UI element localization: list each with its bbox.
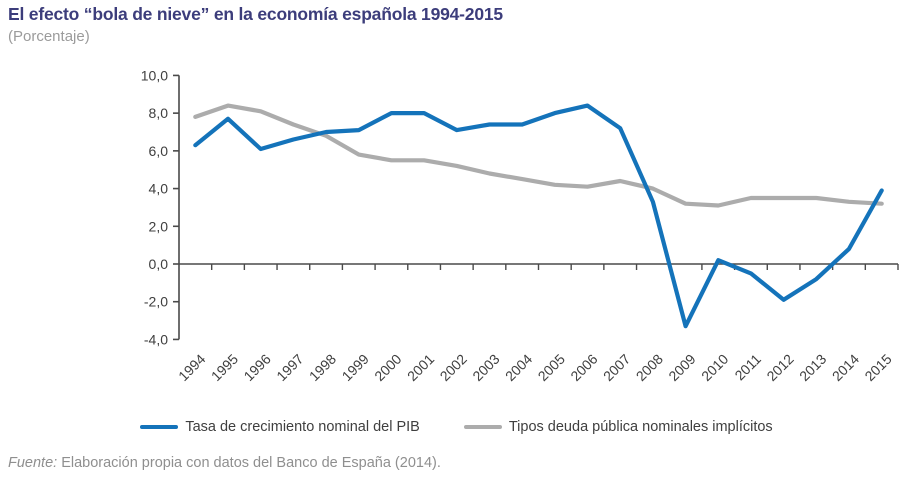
y-tick-label: 6,0 xyxy=(149,143,169,159)
x-tick-label: 2005 xyxy=(535,351,568,384)
x-tick-label: 1999 xyxy=(339,351,372,384)
source-prefix: Fuente: xyxy=(8,455,58,471)
x-tick-label: 2012 xyxy=(763,351,796,384)
y-tick-label: -4,0 xyxy=(144,331,168,347)
x-tick-label: 2006 xyxy=(567,351,600,384)
source-text: Elaboración propia con datos del Banco d… xyxy=(57,455,441,471)
x-tick-label: 1995 xyxy=(208,351,241,384)
y-tick-label: 8,0 xyxy=(149,105,169,121)
x-tick-label: 2015 xyxy=(861,351,894,384)
x-tick-label: 2001 xyxy=(404,351,437,384)
x-tick-label: 2011 xyxy=(731,351,764,384)
x-tick-label: 1998 xyxy=(306,351,339,384)
chart-legend: Tasa de crecimiento nominal del PIB Tipo… xyxy=(0,419,913,435)
x-tick-label: 2008 xyxy=(633,351,666,384)
x-tick-label: 2002 xyxy=(437,351,470,384)
series-line-0 xyxy=(193,103,884,329)
legend-label-tipos: Tipos deuda pública nominales implícitos xyxy=(508,419,773,435)
page-title: El efecto “bola de nieve” en la economía… xyxy=(8,4,503,24)
y-tick-label: 4,0 xyxy=(149,181,169,197)
x-tick-label: 1994 xyxy=(175,351,208,384)
x-tick-label: 2000 xyxy=(371,351,404,384)
x-tick-label: 2003 xyxy=(469,351,502,384)
x-tick-label: 2009 xyxy=(665,351,698,384)
y-tick-label: -2,0 xyxy=(144,294,168,310)
x-tick-label: 2014 xyxy=(829,351,862,384)
x-tick-label: 2007 xyxy=(600,351,633,384)
chart-subtitle: (Porcentaje) xyxy=(8,28,90,45)
legend-item-tipos: Tipos deuda pública nominales implícitos xyxy=(463,419,773,435)
legend-label-pib: Tasa de crecimiento nominal del PIB xyxy=(185,419,420,435)
x-tick-label: 2013 xyxy=(796,351,829,384)
x-tick-label: 2004 xyxy=(502,351,535,384)
legend-line-swatch-gray-icon xyxy=(463,425,502,429)
x-tick-label: 2010 xyxy=(698,351,731,384)
x-tick-label: 1996 xyxy=(240,351,273,384)
source-note: Fuente: Elaboración propia con datos del… xyxy=(8,455,441,471)
y-tick-label: 10,0 xyxy=(141,67,168,83)
legend-line-swatch-blue-icon xyxy=(140,425,179,429)
series-line-1 xyxy=(193,103,884,208)
legend-item-pib: Tasa de crecimiento nominal del PIB xyxy=(140,419,420,435)
y-tick-label: 2,0 xyxy=(149,218,169,234)
x-tick-label: 1997 xyxy=(273,351,306,384)
y-tick-label: 0,0 xyxy=(149,256,169,272)
